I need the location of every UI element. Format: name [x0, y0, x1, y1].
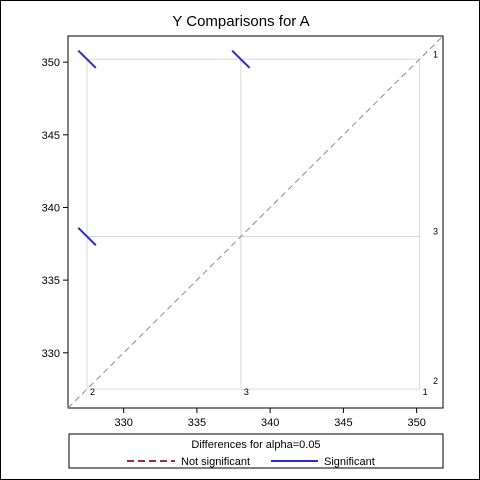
- y-tick-label: 330: [42, 348, 60, 360]
- legend: Differences for alpha=0.05 Not significa…: [68, 433, 444, 469]
- level-label-bottom-2: 2: [90, 387, 95, 397]
- comparison-segments: [77, 49, 251, 246]
- x-tick-label: 340: [261, 417, 279, 429]
- y-tick-label: 345: [42, 130, 60, 142]
- comparison-segment-3: [77, 227, 97, 246]
- diagonal-reference-line: [67, 35, 444, 409]
- level-label-bottom-3: 3: [244, 387, 249, 397]
- y-axis-ticks: 330 335 340 345 350: [42, 57, 68, 360]
- x-tick-label: 350: [407, 417, 425, 429]
- legend-title: Differences for alpha=0.05: [191, 439, 320, 451]
- comparison-segment-2: [231, 49, 251, 69]
- y-tick-label: 350: [42, 57, 60, 69]
- level-label-right-1: 1: [433, 49, 438, 59]
- level-label-right-3: 3: [433, 227, 438, 237]
- y-tick-label: 335: [42, 275, 60, 287]
- x-axis-ticks: 330 335 340 345 350: [114, 408, 426, 429]
- comparison-segment-1: [77, 49, 97, 69]
- grid-lines: [86, 58, 421, 390]
- x-tick-label: 345: [334, 417, 352, 429]
- level-label-right-2: 2: [433, 376, 438, 386]
- y-tick-label: 340: [42, 202, 60, 214]
- level-label-bottom-1: 1: [423, 387, 428, 397]
- legend-not-significant-label: Not significant: [181, 456, 250, 468]
- plot-area: [67, 35, 444, 409]
- legend-significant-label: Significant: [324, 456, 375, 468]
- x-tick-label: 335: [188, 417, 206, 429]
- chart-title: Y Comparisons for A: [172, 13, 309, 30]
- x-tick-label: 330: [114, 417, 132, 429]
- legend-box: [68, 433, 444, 469]
